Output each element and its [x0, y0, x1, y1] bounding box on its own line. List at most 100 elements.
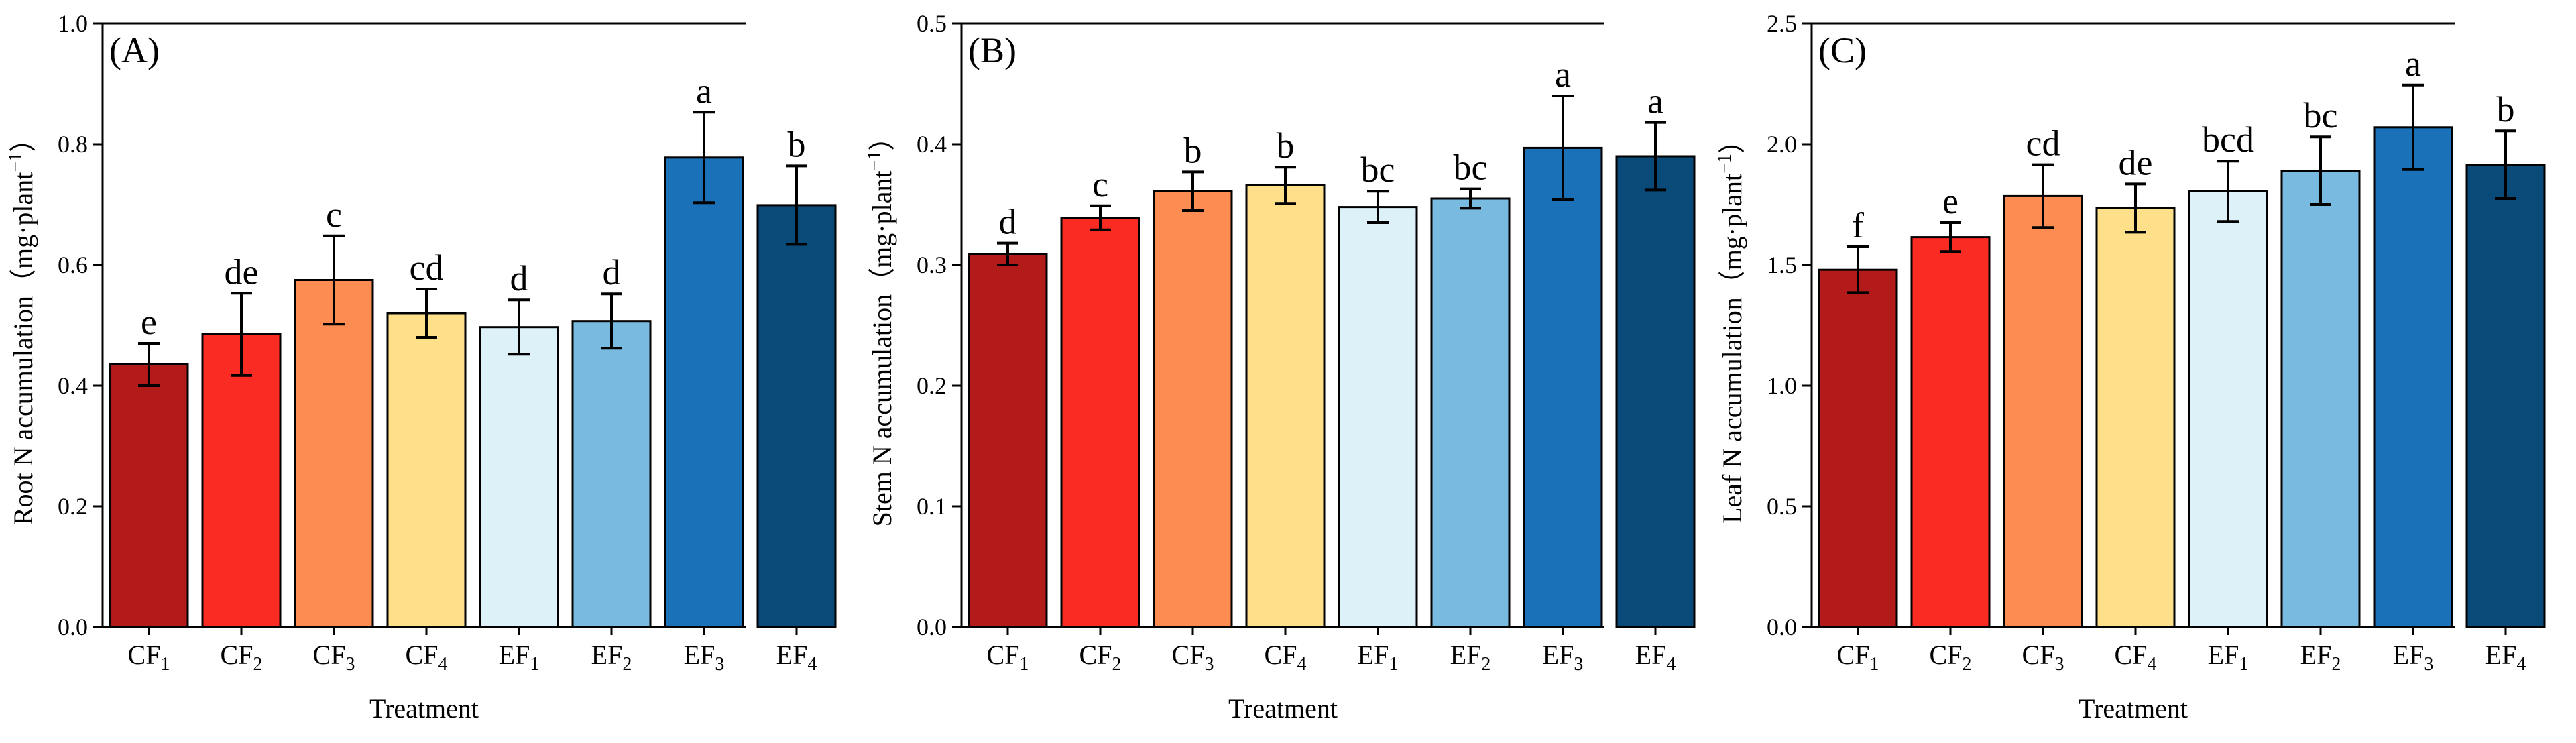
y-tick-label-4: 0.6: [58, 251, 88, 278]
y-tick-label-5: 0.4: [917, 131, 947, 158]
x-tick-label-4: CF4: [406, 640, 448, 675]
y-axis-title-close: ）: [1717, 127, 1747, 154]
y-tick-label-1: 0.0: [58, 614, 88, 640]
x-tick-label-6: EF2: [1450, 640, 1491, 675]
significance-letter-3: b: [1184, 130, 1202, 170]
y-tick-label-6: 2.5: [1767, 10, 1797, 37]
error-bar-1: [1847, 245, 1869, 294]
significance-letter-2: e: [1942, 181, 1958, 221]
y-tick-label-5: 2.0: [1767, 131, 1797, 158]
error-bar-2: [231, 292, 252, 377]
error-bar-5: [1367, 190, 1389, 224]
error-bar-6: [601, 292, 622, 350]
error-bar-7: [1552, 95, 1574, 201]
error-bar-7: [693, 111, 715, 205]
bar-4: [2095, 207, 2176, 628]
error-bar-8: [2495, 129, 2516, 200]
bar-3: [1153, 190, 1233, 628]
x-tick-label-8: EF4: [776, 640, 817, 675]
y-axis-title-main: Stem N accumulation（mg·plant: [867, 170, 897, 526]
significance-letter-6: bc: [1454, 148, 1488, 188]
significance-letter-5: d: [510, 258, 528, 298]
panel-label: (B): [968, 30, 1016, 70]
significance-letter-8: b: [2497, 89, 2515, 129]
x-tick-label-8: EF4: [1635, 640, 1676, 675]
significance-letter-7: a: [696, 70, 712, 111]
significance-letter-4: de: [2119, 142, 2153, 182]
bar-8: [2465, 164, 2546, 628]
panel-label: (A): [109, 30, 160, 70]
significance-letter-1: f: [1852, 205, 1864, 245]
significance-letter-3: cd: [2026, 123, 2060, 164]
error-bar-5: [508, 298, 530, 356]
bar-7: [664, 156, 744, 628]
panel-label: (C): [1818, 30, 1867, 70]
error-bar-4: [416, 288, 437, 339]
x-axis-title: Treatment: [369, 693, 479, 724]
bar-1: [968, 253, 1048, 628]
y-axis-title: Root N accumulation（mg·plant−1）: [5, 125, 38, 525]
error-bar-4: [2125, 182, 2146, 234]
significance-letter-2: de: [225, 251, 259, 292]
y-axis-title-sup: −1: [864, 151, 885, 171]
significance-letter-1: e: [141, 302, 157, 342]
y-axis-title-sup: −1: [1714, 154, 1735, 174]
significance-letter-3: c: [326, 194, 342, 235]
y-tick-label-6: 1.0: [58, 10, 88, 37]
x-tick-label-7: EF3: [2393, 640, 2434, 675]
y-axis-title: Leaf N accumulation（mg·plant−1）: [1714, 127, 1747, 524]
y-tick-label-3: 0.4: [58, 372, 88, 399]
x-tick-label-2: CF2: [1079, 640, 1122, 675]
y-tick-label-3: 1.0: [1767, 372, 1797, 399]
y-axis-title-main: Leaf N accumulation（mg·plant: [1717, 174, 1747, 524]
bar-6: [2280, 170, 2361, 628]
significance-letter-2: c: [1092, 164, 1108, 205]
significance-letter-5: bcd: [2202, 119, 2254, 160]
y-axis-title-close: ）: [867, 124, 897, 151]
significance-letter-4: cd: [410, 247, 444, 288]
y-tick-label-3: 0.2: [917, 372, 947, 399]
axis-frame: [101, 22, 746, 628]
significance-letter-1: d: [999, 202, 1017, 242]
bar-5: [479, 326, 559, 628]
y-tick-label-5: 0.8: [58, 131, 88, 158]
bar-5: [2188, 190, 2268, 628]
bar-7: [2373, 126, 2453, 628]
bar-1: [109, 363, 189, 628]
error-bar-1: [997, 241, 1018, 266]
error-bar-3: [323, 234, 345, 326]
y-tick-label-4: 0.3: [917, 251, 947, 278]
significance-letter-7: a: [1555, 54, 1571, 95]
bar-6: [571, 320, 652, 628]
x-tick-label-4: CF4: [2115, 640, 2157, 675]
x-tick-label-6: EF2: [2300, 640, 2341, 675]
bar-4: [1245, 184, 1326, 628]
x-tick-label-2: CF2: [221, 640, 263, 675]
error-bar-2: [1940, 221, 1961, 253]
x-axis-title: Treatment: [1228, 693, 1338, 724]
x-tick-label-2: CF2: [1930, 640, 1972, 675]
x-tick-label-4: CF4: [1265, 640, 1307, 675]
error-bar-8: [1645, 121, 1666, 192]
error-bar-6: [1460, 187, 1481, 210]
bar-3: [294, 279, 374, 628]
significance-letter-8: a: [1647, 81, 1663, 121]
error-bar-5: [2217, 160, 2239, 223]
y-tick-label-2: 0.2: [58, 493, 88, 520]
x-axis-title: Treatment: [2079, 693, 2188, 724]
bar-5: [1338, 206, 1418, 628]
error-bar-3: [1182, 170, 1204, 212]
y-axis-title-main: Root N accumulation（mg·plant: [8, 172, 38, 526]
x-tick-label-7: EF3: [684, 640, 725, 675]
y-tick-label-2: 0.1: [917, 493, 947, 520]
bar-2: [201, 333, 282, 628]
bar-8: [1615, 155, 1696, 628]
x-tick-label-1: CF1: [1837, 640, 1879, 675]
x-tick-label-1: CF1: [987, 640, 1029, 675]
x-tick-label-5: EF1: [2208, 640, 2249, 675]
bar-8: [756, 204, 837, 628]
y-tick-label-2: 0.5: [1767, 493, 1797, 520]
error-bar-8: [786, 164, 807, 246]
significance-letter-6: bc: [2304, 95, 2338, 135]
